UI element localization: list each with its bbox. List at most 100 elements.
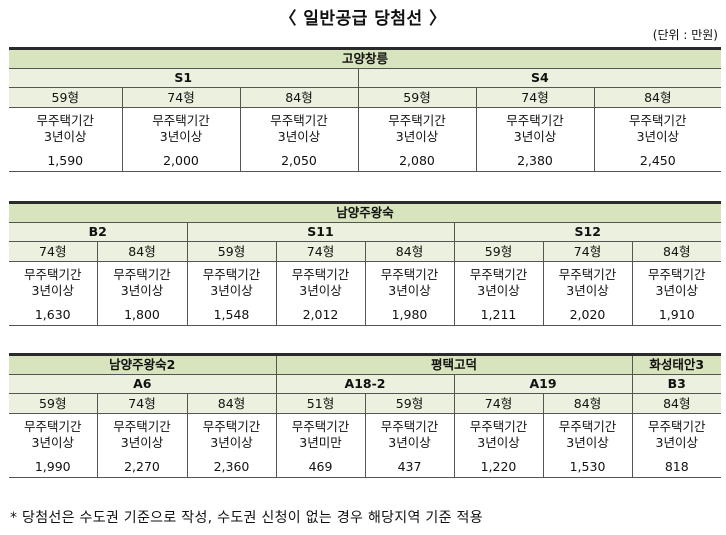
- group-header: 고양창릉: [9, 48, 722, 69]
- value-cell: 2,360: [186, 456, 277, 478]
- unit-label: (단위 : 만원): [652, 28, 718, 42]
- condition-period: 3년미만: [299, 435, 342, 450]
- condition-cell: 무주택기간 3년이상: [475, 107, 595, 151]
- value-cell: 2,080: [357, 150, 477, 172]
- condition-period: 3년이상: [513, 129, 557, 144]
- condition-period: 3년이상: [210, 435, 253, 450]
- site-header: S12: [453, 222, 722, 242]
- condition-cell: 무주택기간 3년이상: [186, 413, 277, 457]
- condition-period: 3년이상: [655, 283, 698, 298]
- value-cell: 2,020: [542, 304, 633, 326]
- type-cell: 84형: [631, 241, 722, 262]
- type-cell: 59형: [9, 393, 98, 414]
- condition-label: 무주택기간: [113, 419, 171, 434]
- value-cell: 818: [631, 456, 722, 478]
- condition-period: 3년이상: [388, 435, 431, 450]
- condition-cell: 무주택기간 3년이상: [364, 261, 455, 305]
- condition-period: 3년이상: [388, 283, 431, 298]
- condition-label: 무주택기간: [380, 267, 439, 282]
- value-cell: 1,980: [364, 304, 455, 326]
- condition-period: 3년이상: [31, 435, 74, 450]
- condition-label: 무주택기간: [558, 267, 617, 282]
- value-cell: 1,548: [186, 304, 277, 326]
- value-cell: 469: [275, 456, 366, 478]
- table-namyangju: 남양주왕숙 B2 S11 S12 74형 84형 59형 74형 84형 59형…: [9, 201, 722, 326]
- group-header: 남양주왕숙2: [9, 354, 277, 375]
- condition-label: 무주택기간: [648, 419, 706, 434]
- type-cell: 84형: [364, 241, 455, 262]
- condition-cell: 무주택기간 3년이상: [186, 261, 277, 305]
- condition-period: 3년이상: [477, 283, 520, 298]
- value-cell: 2,000: [121, 150, 241, 172]
- type-cell: 84형: [631, 393, 722, 414]
- type-cell: 59형: [186, 241, 277, 262]
- condition-cell: 무주택기간 3년이상: [9, 261, 98, 305]
- type-cell: 84형: [239, 87, 359, 108]
- site-header: B2: [9, 222, 188, 242]
- type-cell: 84형: [96, 241, 188, 262]
- condition-cell: 무주택기간 3년이상: [357, 107, 477, 151]
- type-cell: 84형: [186, 393, 277, 414]
- type-cell: 74형: [275, 241, 366, 262]
- condition-label: 무주택기간: [558, 419, 617, 434]
- condition-label: 무주택기간: [469, 419, 528, 434]
- condition-label: 무주택기간: [113, 267, 171, 282]
- condition-cell: 무주택기간 3년이상: [121, 107, 241, 151]
- site-header: A6: [9, 374, 277, 394]
- condition-cell: 무주택기간 3년이상: [542, 413, 633, 457]
- type-cell: 74형: [9, 241, 98, 262]
- type-cell: 74형: [121, 87, 241, 108]
- value-cell: 2,450: [593, 150, 722, 172]
- condition-period: 3년이상: [655, 435, 698, 450]
- value-cell: 1,590: [9, 150, 123, 172]
- type-cell: 74형: [475, 87, 595, 108]
- table-mixed: 남양주왕숙2 평택고덕 화성태안3 A6 A18-2 A19 B3 59형 74…: [9, 353, 722, 478]
- condition-cell: 무주택기간 3년이상: [9, 413, 98, 457]
- site-header: S4: [357, 68, 722, 88]
- condition-label: 무주택기간: [506, 113, 564, 128]
- condition-label: 무주택기간: [469, 267, 528, 282]
- site-header: B3: [631, 374, 722, 394]
- condition-period: 3년이상: [566, 435, 609, 450]
- site-header: S1: [9, 68, 359, 88]
- site-header: S11: [186, 222, 455, 242]
- condition-period: 3년이상: [31, 283, 74, 298]
- condition-period: 3년이상: [210, 283, 253, 298]
- condition-label: 무주택기간: [23, 267, 82, 282]
- value-cell: 1,211: [453, 304, 544, 326]
- condition-cell: 무주택기간 3년이상: [453, 261, 544, 305]
- condition-label: 무주택기간: [36, 113, 94, 128]
- condition-cell: 무주택기간 3년이상: [9, 107, 123, 151]
- group-header: 평택고덕: [275, 354, 633, 375]
- condition-label: 무주택기간: [152, 113, 210, 128]
- condition-label: 무주택기간: [202, 419, 261, 434]
- type-cell: 74형: [542, 241, 633, 262]
- type-cell: 59형: [453, 241, 544, 262]
- condition-period: 3년이상: [277, 129, 321, 144]
- condition-label: 무주택기간: [202, 267, 261, 282]
- type-cell: 59형: [364, 393, 455, 414]
- value-cell: 1,910: [631, 304, 722, 326]
- condition-period: 3년이상: [566, 283, 609, 298]
- value-cell: 2,270: [96, 456, 188, 478]
- group-header: 남양주왕숙: [9, 202, 722, 223]
- value-cell: 1,220: [453, 456, 544, 478]
- condition-cell: 무주택기간 3년이상: [364, 413, 455, 457]
- condition-period: 3년이상: [477, 435, 520, 450]
- condition-period: 3년이상: [120, 435, 164, 450]
- condition-label: 무주택기간: [23, 419, 82, 434]
- value-cell: 437: [364, 456, 455, 478]
- value-cell: 2,012: [275, 304, 366, 326]
- value-cell: 1,630: [9, 304, 98, 326]
- condition-label: 무주택기간: [629, 113, 687, 128]
- condition-cell: 무주택기간 3년이상: [542, 261, 633, 305]
- condition-period: 3년이상: [44, 129, 87, 144]
- type-cell: 59형: [9, 87, 123, 108]
- condition-label: 무주택기간: [270, 113, 328, 128]
- condition-period: 3년이상: [120, 283, 164, 298]
- condition-period: 3년이상: [395, 129, 439, 144]
- condition-cell: 무주택기간 3년미만: [275, 413, 366, 457]
- condition-cell: 무주택기간 3년이상: [275, 261, 366, 305]
- type-cell: 74형: [96, 393, 188, 414]
- value-cell: 1,800: [96, 304, 188, 326]
